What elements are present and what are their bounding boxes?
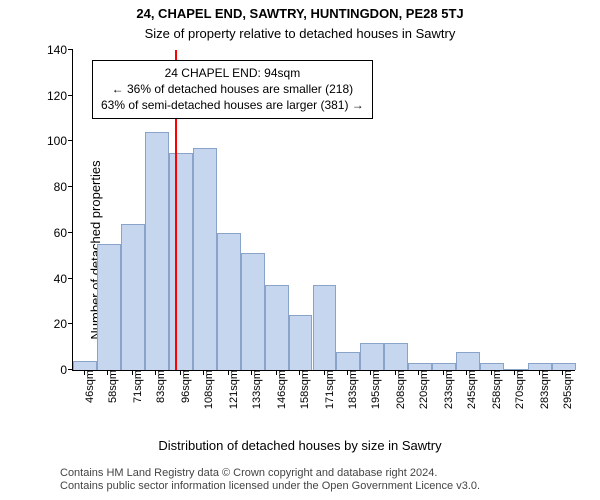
x-tick-label: 183sqm bbox=[347, 370, 359, 409]
histogram-bar bbox=[456, 352, 480, 370]
x-tick-label: 121sqm bbox=[228, 370, 240, 409]
y-tick-label: 120 bbox=[47, 89, 73, 103]
y-tick-mark bbox=[68, 323, 73, 324]
x-tick-label: 133sqm bbox=[251, 370, 263, 409]
histogram-bar bbox=[408, 363, 432, 370]
histogram-bar bbox=[145, 132, 169, 370]
y-tick-mark bbox=[68, 49, 73, 50]
x-tick-label: 96sqm bbox=[180, 370, 192, 403]
callout-box: 24 CHAPEL END: 94sqm ← 36% of detached h… bbox=[92, 60, 373, 119]
x-tick-label: 295sqm bbox=[562, 370, 574, 409]
y-tick-mark bbox=[68, 140, 73, 141]
histogram-bar bbox=[336, 352, 360, 370]
x-tick-label: 245sqm bbox=[466, 370, 478, 409]
y-tick-mark bbox=[68, 278, 73, 279]
x-tick-label: 258sqm bbox=[491, 370, 503, 409]
histogram-bar bbox=[73, 361, 97, 370]
histogram-bar bbox=[241, 253, 265, 370]
callout-line-3: 63% of semi-detached houses are larger (… bbox=[101, 97, 364, 113]
x-tick-label: 158sqm bbox=[299, 370, 311, 409]
x-tick-label: 46sqm bbox=[84, 370, 96, 403]
x-tick-label: 283sqm bbox=[539, 370, 551, 409]
histogram-bar bbox=[313, 285, 337, 370]
histogram-bar bbox=[552, 363, 576, 370]
callout-line-1: 24 CHAPEL END: 94sqm bbox=[101, 65, 364, 81]
histogram-bar bbox=[360, 343, 384, 370]
x-tick-label: 108sqm bbox=[203, 370, 215, 409]
y-tick-label: 20 bbox=[54, 317, 73, 331]
y-tick-label: 80 bbox=[54, 180, 73, 194]
footer-line-2: Contains public sector information licen… bbox=[60, 480, 480, 494]
histogram-bar bbox=[432, 363, 456, 370]
y-tick-mark bbox=[68, 369, 73, 370]
x-axis-label: Distribution of detached houses by size … bbox=[0, 438, 600, 453]
histogram-bar bbox=[193, 148, 217, 370]
y-tick-mark bbox=[68, 95, 73, 96]
y-tick-label: 100 bbox=[47, 134, 73, 148]
x-tick-label: 220sqm bbox=[418, 370, 430, 409]
x-tick-label: 83sqm bbox=[155, 370, 167, 403]
page-subtitle: Size of property relative to detached ho… bbox=[0, 26, 600, 41]
y-tick-label: 140 bbox=[47, 43, 73, 57]
x-tick-label: 195sqm bbox=[370, 370, 382, 409]
y-tick-label: 40 bbox=[54, 272, 73, 286]
x-tick-label: 146sqm bbox=[276, 370, 288, 409]
histogram-bar bbox=[384, 343, 408, 370]
footer-line-1: Contains HM Land Registry data © Crown c… bbox=[60, 467, 480, 481]
y-tick-mark bbox=[68, 232, 73, 233]
callout-line-2: ← 36% of detached houses are smaller (21… bbox=[101, 81, 364, 97]
histogram-bar bbox=[289, 315, 313, 370]
histogram-bar bbox=[528, 363, 552, 370]
x-tick-label: 233sqm bbox=[443, 370, 455, 409]
x-tick-label: 171sqm bbox=[324, 370, 336, 409]
page-title: 24, CHAPEL END, SAWTRY, HUNTINGDON, PE28… bbox=[0, 6, 600, 21]
x-tick-label: 208sqm bbox=[395, 370, 407, 409]
x-tick-label: 71sqm bbox=[132, 370, 144, 403]
y-tick-label: 0 bbox=[60, 363, 73, 377]
histogram-bar bbox=[480, 363, 504, 370]
histogram-bar bbox=[217, 233, 241, 370]
histogram-bar bbox=[97, 244, 121, 370]
x-tick-label: 270sqm bbox=[514, 370, 526, 409]
y-tick-mark bbox=[68, 186, 73, 187]
footer-attribution: Contains HM Land Registry data © Crown c… bbox=[60, 467, 480, 495]
histogram-bar bbox=[121, 224, 145, 370]
histogram-bar bbox=[169, 153, 193, 370]
x-tick-label: 58sqm bbox=[107, 370, 119, 403]
y-tick-label: 60 bbox=[54, 226, 73, 240]
histogram-bar bbox=[265, 285, 289, 370]
